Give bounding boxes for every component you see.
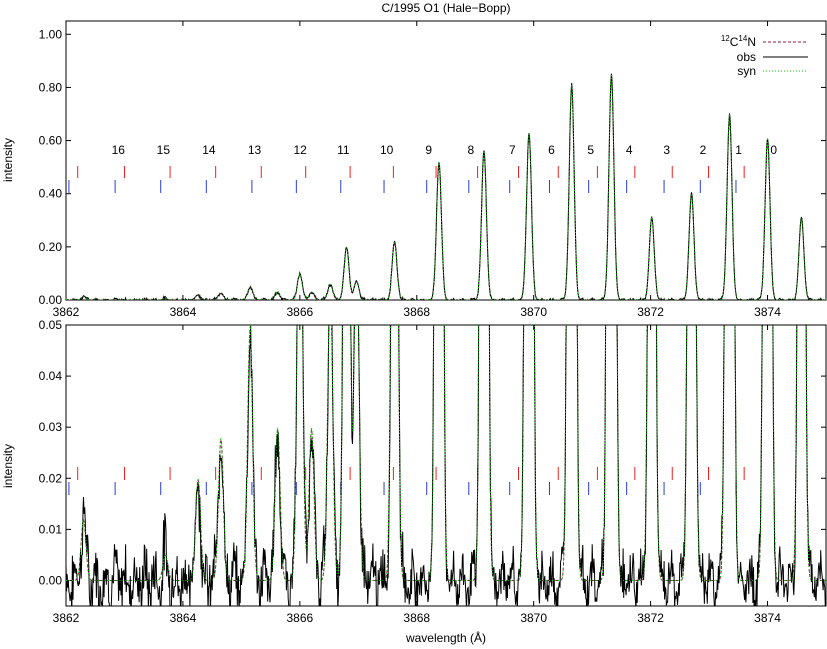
legend-label-obs: obs <box>737 50 756 64</box>
top-x-tick-label: 3868 <box>403 305 430 319</box>
top-plot-frame <box>65 20 827 301</box>
bottom-x-tick-label: 3872 <box>637 611 664 625</box>
top-x-tick-label: 3870 <box>520 305 547 319</box>
line-label: 12 <box>293 143 307 157</box>
top-y-tick-label: 0.20 <box>39 240 63 254</box>
line-label: 0 <box>770 143 777 157</box>
top-y-axis-label: intensity <box>1 138 15 182</box>
line-label: 5 <box>587 143 594 157</box>
bottom-syn-curve <box>66 325 826 581</box>
top-syn-curve <box>66 74 826 300</box>
chart-title: C/1995 O1 (Hale−Bopp) <box>381 1 510 15</box>
top-y-tick-label: 0.40 <box>39 187 63 201</box>
bottom-x-tick-label: 3870 <box>520 611 547 625</box>
legend-12c14n-isotope-b: 14 <box>738 34 747 43</box>
line-label: 7 <box>509 143 516 157</box>
bottom-x-tick-label: 3862 <box>53 611 80 625</box>
bottom-x-tick-label: 3868 <box>403 611 430 625</box>
bottom-y-tick-label: 0.03 <box>39 420 63 434</box>
bottom-plot-frame <box>65 324 827 607</box>
line-label: 14 <box>202 143 216 157</box>
bottom-y-tick-label: 0.04 <box>39 369 63 383</box>
line-label: 4 <box>626 143 633 157</box>
line-label: 6 <box>548 143 555 157</box>
line-label: 11 <box>337 143 350 157</box>
legend-12c14n-isotope-a: 12 <box>721 34 730 43</box>
legend-12c14n-element-a: C <box>730 35 739 49</box>
bottom-x-tick-label: 3874 <box>754 611 781 625</box>
line-label: 10 <box>380 143 394 157</box>
line-label: 16 <box>112 143 126 157</box>
top-x-tick-label: 3864 <box>170 305 197 319</box>
top-x-tick-label: 3866 <box>286 305 313 319</box>
line-label: 2 <box>700 143 707 157</box>
bottom-y-tick-label: 0.02 <box>39 471 63 485</box>
top-obs-curve <box>66 73 826 300</box>
line-label: 1 <box>735 143 742 157</box>
legend-label-syn: syn <box>737 64 756 78</box>
top-y-tick-label: 1.00 <box>39 27 63 41</box>
bottom-x-tick-label: 3866 <box>286 611 313 625</box>
bottom-y-axis-label: intensity <box>1 444 15 488</box>
top-12c14n-curve <box>66 77 826 300</box>
bottom-obs-curve <box>66 325 826 606</box>
legend-12c14n-element-b: N <box>747 35 756 49</box>
top-x-tick-label: 3872 <box>637 305 664 319</box>
bottom-x-tick-label: 3864 <box>170 611 197 625</box>
line-label: 9 <box>425 143 432 157</box>
bottom-y-tick-label: 0.01 <box>39 522 63 536</box>
line-label: 13 <box>248 143 262 157</box>
bottom-y-tick-label: 0.00 <box>39 573 63 587</box>
top-y-tick-label: 0.80 <box>39 80 63 94</box>
top-y-tick-label: 0.00 <box>39 293 63 307</box>
bottom-panel: intensity wavelength (Å) 3862 3864 3866 386… <box>1 318 827 645</box>
x-axis-label: wavelength (Å) <box>405 630 486 645</box>
line-label: 8 <box>467 143 474 157</box>
top-x-tick-label: 3874 <box>754 305 781 319</box>
legend: 12C14N obs syn <box>721 34 808 78</box>
line-label: 3 <box>663 143 670 157</box>
legend-label-12c14n: 12C14N <box>721 34 756 49</box>
top-panel: intensity 3862 3864 3866 3868 3870 3872 38740.… <box>1 20 827 319</box>
top-x-tick-label: 3862 <box>53 305 80 319</box>
line-label: 15 <box>157 143 171 157</box>
top-y-tick-label: 0.60 <box>39 134 63 148</box>
bottom-y-tick-label: 0.05 <box>39 318 63 332</box>
